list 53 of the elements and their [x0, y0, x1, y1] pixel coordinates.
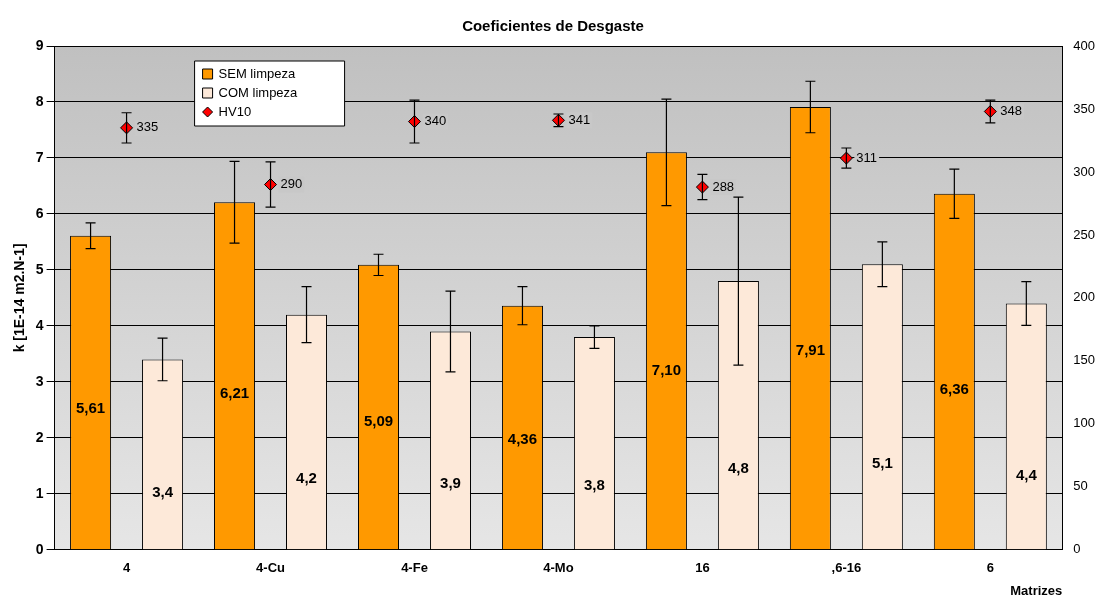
data-label: 335 — [136, 119, 159, 135]
data-label: 288 — [712, 178, 735, 194]
y-axis-title: k [1E-14 m2.N-1] — [11, 243, 28, 353]
data-label: 290 — [280, 176, 303, 192]
y-tick-label: 9 — [35, 36, 44, 53]
data-label: 348 — [1000, 103, 1023, 119]
y-tick-label: 3 — [35, 372, 44, 389]
x-tick-label: 4 — [122, 560, 131, 576]
x-tick-label: 4-Fe — [401, 560, 428, 576]
x-tick-label: 6 — [986, 560, 994, 576]
x-tick-label: 4-Mo — [543, 560, 574, 576]
x-tick-label: ,6-16 — [831, 560, 862, 576]
chart-title: Coeficientes de Desgaste — [462, 17, 644, 35]
data-label: 7,91 — [795, 340, 825, 358]
data-label: 340 — [424, 113, 447, 129]
data-label: 3,8 — [584, 476, 605, 494]
y-tick-label: 2 — [35, 428, 44, 445]
data-label: 4,2 — [296, 469, 317, 487]
y2-tick-label: 0 — [1073, 541, 1081, 557]
y2-tick-label: 50 — [1073, 478, 1088, 494]
y2-tick-label: 150 — [1073, 352, 1096, 368]
x-axis-title: Matrizes — [1010, 582, 1063, 598]
data-label: 5,1 — [871, 454, 893, 472]
data-label: 6,21 — [219, 383, 250, 401]
y2-tick-label: 250 — [1073, 226, 1096, 242]
y2-tick-label: 400 — [1073, 37, 1096, 53]
y-tick-label: 7 — [35, 148, 44, 165]
y2-tick-label: 100 — [1073, 415, 1096, 431]
legend-label: SEM limpeza — [218, 65, 296, 81]
y2-tick-label: 300 — [1073, 163, 1096, 179]
legend-label: HV10 — [218, 103, 252, 119]
y2-tick-label: 200 — [1073, 289, 1096, 305]
y-tick-label: 0 — [35, 540, 44, 557]
y-tick-label: 4 — [35, 316, 44, 333]
x-tick-label: 4-Cu — [256, 560, 286, 576]
y-tick-label: 1 — [35, 484, 44, 501]
data-label: 341 — [568, 111, 591, 127]
data-label: 4,4 — [1015, 466, 1038, 484]
y-tick-label: 6 — [35, 204, 44, 221]
y-tick-label: 5 — [35, 260, 44, 277]
data-label: 5,09 — [363, 411, 394, 429]
data-label: 6,36 — [939, 379, 969, 397]
legend-label: COM limpeza — [218, 84, 299, 100]
y2-tick-label: 350 — [1073, 100, 1096, 116]
x-tick-label: 16 — [695, 560, 710, 576]
y-tick-label: 8 — [35, 92, 44, 109]
data-label: 4,8 — [727, 459, 749, 477]
data-label: 3,9 — [440, 474, 461, 492]
data-label: 4,36 — [507, 430, 538, 448]
data-label: 311 — [856, 149, 878, 165]
data-label: 5,61 — [75, 398, 106, 416]
data-label: 3,4 — [152, 482, 174, 500]
data-label: 7,10 — [651, 361, 682, 379]
